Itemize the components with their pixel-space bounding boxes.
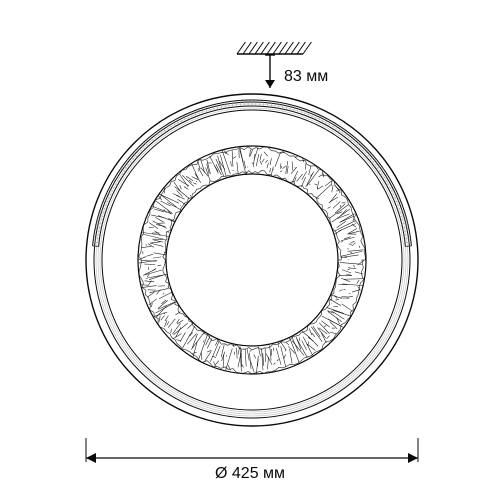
diameter-dimension-label: Ø 425 мм	[215, 465, 285, 483]
height-dimension-label: 83 мм	[284, 68, 328, 86]
technical-drawing: 83 мм Ø 425 мм	[0, 0, 500, 500]
drawing-svg	[0, 0, 500, 500]
